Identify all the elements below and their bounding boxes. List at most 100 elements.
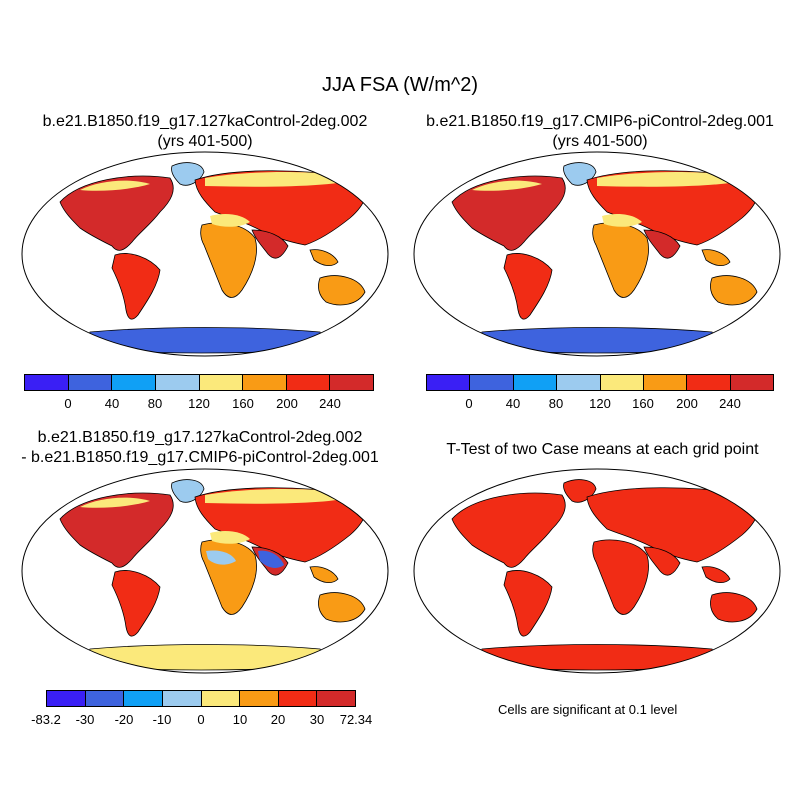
colorbar-segment: [427, 375, 471, 390]
tick-label: 0: [465, 396, 473, 411]
tick-label: -83.2: [31, 712, 61, 727]
land-northAmerica: [451, 175, 566, 251]
colorbar-segment: [201, 691, 241, 706]
colorbar-segment: [112, 375, 156, 390]
panel4-title: T-Test of two Case means at each grid po…: [410, 440, 795, 460]
colorbar-segment: [199, 375, 244, 390]
land-antarctica: [88, 644, 323, 671]
land-southAmerica: [503, 253, 553, 320]
land-southAmerica: [503, 570, 553, 637]
land-sahara-band: [210, 214, 250, 227]
tick-label: 10: [232, 712, 248, 727]
land-northAmerica: [59, 175, 174, 251]
land-australia: [710, 275, 758, 306]
land-southAmerica: [111, 253, 161, 320]
colorbar-segment: [47, 691, 86, 706]
tick-label: 200: [276, 396, 298, 411]
colorbar-main-right: [426, 374, 774, 391]
map-ttest: [413, 468, 781, 674]
tick-label: -30: [75, 712, 95, 727]
tick-label: -10: [152, 712, 172, 727]
tick-label: 40: [104, 396, 120, 411]
colorbar-segment: [513, 375, 558, 390]
panel1-title-line2: (yrs 401-500): [157, 133, 253, 150]
land-antarctica: [480, 644, 715, 671]
land-arabiaIndia: [251, 229, 289, 259]
land-southAmerica: [111, 570, 161, 637]
colorbar-segment: [687, 375, 731, 390]
map-land-group: [59, 162, 367, 354]
map-127ka-control: [21, 151, 389, 357]
figure-title: JJA FSA (W/m^2): [321, 74, 479, 96]
tick-label: 120: [188, 396, 210, 411]
land-canada-band: [80, 180, 150, 191]
land-monsoon-negative: [258, 550, 284, 568]
tick-label: 72.34: [339, 712, 373, 727]
colorbar-segment: [470, 375, 514, 390]
map-land-group: [451, 162, 759, 354]
land-seAsia: [309, 249, 339, 266]
panel3-title-line2: - b.e21.B1850.f19_g17.CMIP6-piControl-2d…: [21, 449, 379, 466]
panel4-title-line1: T-Test of two Case means at each grid po…: [446, 441, 759, 458]
map-outline: [21, 151, 389, 357]
land-africa: [200, 222, 257, 298]
tick-label: -20: [114, 712, 134, 727]
land-antarctica: [88, 327, 323, 354]
land-australia: [318, 592, 366, 623]
land-sahara-band: [602, 214, 642, 227]
colorbar-segment: [68, 375, 113, 390]
land-australia: [318, 275, 366, 306]
land-sahara-band: [210, 531, 250, 544]
land-australia: [710, 592, 758, 623]
colorbar-segment: [278, 691, 318, 706]
colorbar-segment: [155, 375, 200, 390]
colorbar-difference: [46, 690, 356, 707]
land-africa: [592, 539, 649, 615]
colorbar-segment: [557, 375, 601, 390]
map-outline: [413, 468, 781, 674]
panel2-title-line1: b.e21.B1850.f19_g17.CMIP6-piControl-2deg…: [426, 113, 774, 130]
land-sahel-negative: [206, 550, 236, 565]
tick-label: 240: [719, 396, 741, 411]
map-land-group: [59, 479, 367, 671]
panel1-title: b.e21.B1850.f19_g17.127kaControl-2deg.00…: [15, 112, 395, 152]
tick-label: 160: [232, 396, 254, 411]
colorbar-segment: [240, 691, 279, 706]
map-difference: [21, 468, 389, 674]
colorbar-segment: [162, 691, 202, 706]
tick-label: 40: [505, 396, 521, 411]
colorbar-segment: [600, 375, 644, 390]
land-northAmerica: [59, 492, 174, 568]
tick-label: 80: [147, 396, 163, 411]
panel2-title-line2: (yrs 401-500): [552, 133, 648, 150]
map-pi-control: [413, 151, 781, 357]
tick-label: 0: [197, 712, 205, 727]
panel3-title: b.e21.B1850.f19_g17.127kaControl-2deg.00…: [0, 428, 400, 468]
land-seAsia: [701, 249, 731, 266]
map-outline: [413, 151, 781, 357]
tick-label: 30: [309, 712, 325, 727]
land-africa: [592, 222, 649, 298]
tick-label: 240: [319, 396, 341, 411]
colorbar-segment: [643, 375, 688, 390]
tick-label: 120: [589, 396, 611, 411]
map-land-group: [451, 479, 759, 671]
colorbar-main-left: [24, 374, 374, 391]
tick-label: 20: [270, 712, 286, 727]
colorbar-segment: [730, 375, 773, 390]
land-seAsia: [701, 566, 731, 583]
colorbar-segment: [317, 691, 355, 706]
panel1-title-line1: b.e21.B1850.f19_g17.127kaControl-2deg.00…: [42, 113, 368, 130]
land-antarctica: [480, 327, 715, 354]
panel2-title: b.e21.B1850.f19_g17.CMIP6-piControl-2deg…: [405, 112, 795, 152]
colorbar-segment: [25, 375, 69, 390]
colorbar-segment: [243, 375, 287, 390]
land-arabiaIndia: [643, 229, 681, 259]
panel3-title-line1: b.e21.B1850.f19_g17.127kaControl-2deg.00…: [37, 429, 363, 446]
land-seAsia: [309, 566, 339, 583]
tick-label: 200: [676, 396, 698, 411]
land-arabiaIndia: [643, 546, 681, 576]
significance-note: Cells are significant at 0.1 level: [498, 702, 678, 717]
colorbar-segment: [85, 691, 125, 706]
tick-label: 0: [64, 396, 72, 411]
